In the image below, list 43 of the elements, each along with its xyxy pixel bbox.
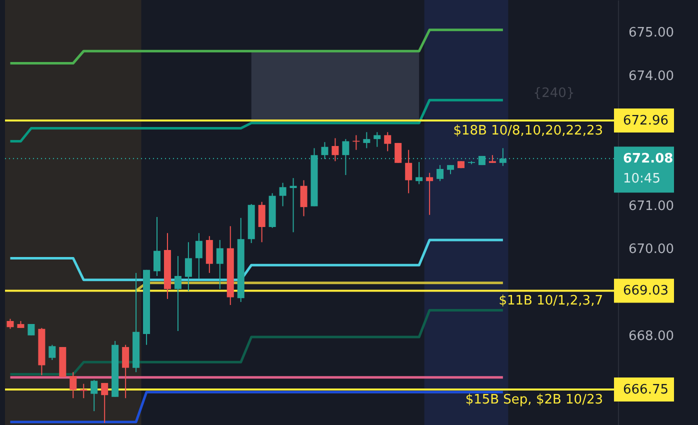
annotation: $11B 10/1,2,3,7: [498, 294, 603, 309]
candlestick: [342, 138, 350, 176]
candlestick: [447, 164, 454, 175]
candlestick: [184, 242, 192, 292]
candlestick: [258, 201, 266, 243]
candlestick: [300, 180, 308, 217]
candlestick: [28, 324, 35, 336]
y-tick-label: 668.00: [628, 328, 674, 344]
candlestick: [416, 162, 423, 185]
candlestick: [363, 132, 370, 149]
y-tick-label: 670.00: [628, 242, 674, 258]
candlestick: [279, 182, 286, 207]
candlestick: [90, 379, 98, 412]
candlestick: [174, 256, 182, 332]
candlestick: [101, 382, 108, 424]
ref-line-label: 672.96: [623, 113, 668, 128]
ref-line-label: 669.03: [623, 284, 668, 299]
ref-line-label: 672.08: [623, 152, 674, 167]
candlestick: [290, 178, 297, 233]
candlestick: [122, 344, 130, 399]
candlestick: [426, 172, 434, 216]
y-tick-label: 675.00: [628, 26, 674, 41]
candlestick: [80, 383, 88, 399]
candlestick: [70, 372, 77, 399]
candlestick: [154, 216, 160, 276]
annotation: $15B Sep, $2B 10/23: [465, 392, 603, 408]
ref-line-label: 666.75: [623, 382, 668, 398]
annotation: $18B 10/8,10,20,22,23: [453, 123, 603, 138]
candlestick: [48, 344, 56, 361]
text: 10:45: [623, 172, 660, 187]
y-tick-label: 671.00: [628, 198, 674, 214]
candlestick: [216, 240, 224, 290]
candlestick: [332, 138, 339, 162]
candlestick: [6, 318, 14, 330]
candlestick: [206, 236, 213, 274]
y-tick-label: 674.00: [628, 68, 674, 84]
candlestick: [405, 149, 412, 194]
candlestick: [195, 232, 202, 280]
candlestick: [436, 164, 444, 182]
line-series: [8, 308, 504, 376]
candlestick: [374, 132, 381, 148]
candlestick: [384, 132, 392, 152]
candlestick: [394, 142, 402, 164]
